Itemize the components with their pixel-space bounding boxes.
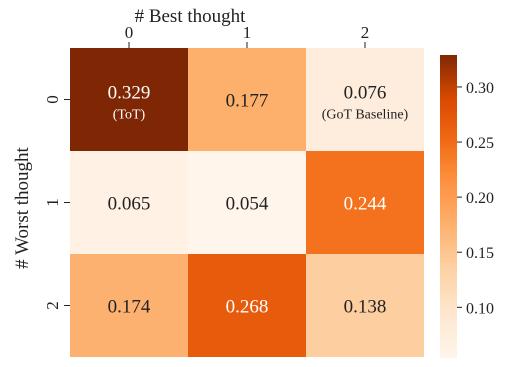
colorbar-gradient <box>440 55 457 358</box>
colorbar-tick-label-1: 0.15 <box>466 245 494 262</box>
x-tick-group: 0 1 2 <box>125 23 370 48</box>
y-tick-label-1: 1 <box>43 198 62 207</box>
colorbar-tick-label-2: 0.20 <box>466 190 494 207</box>
cell-value-2-2: 0.138 <box>344 297 387 318</box>
cell-value-0-0: 0.329 <box>108 83 151 104</box>
cell-annotation-0-2: (GoT Baseline) <box>322 108 409 123</box>
heatmap-cell-1-0 <box>70 151 188 254</box>
heatmap-cells: 0.329 (ToT) 0.177 0.076 (GoT Baseline) 0.065 0… <box>70 48 424 357</box>
colorbar-tick-label-4: 0.30 <box>466 80 494 97</box>
heatmap-cell-2-2 <box>306 254 424 357</box>
cell-value-2-0: 0.174 <box>108 297 151 318</box>
colorbar: 0.10 0.15 0.20 0.25 0.30 <box>440 55 494 358</box>
cell-value-2-1: 0.268 <box>226 297 269 318</box>
cell-value-1-2: 0.244 <box>344 194 387 215</box>
x-tick-label-1: 1 <box>243 23 252 42</box>
heatmap-cell-0-1 <box>188 48 306 151</box>
x-tick-label-2: 2 <box>361 23 370 42</box>
colorbar-tick-label-0: 0.10 <box>466 300 494 317</box>
colorbar-tick-label-3: 0.25 <box>466 135 494 152</box>
cell-annotation-0-0: (ToT) <box>113 108 146 123</box>
y-axis-label: # Worst thought <box>12 146 33 268</box>
heatmap-cell-1-2 <box>306 151 424 254</box>
heatmap-cell-2-0 <box>70 254 188 357</box>
heatmap-cell-0-0 <box>70 48 188 151</box>
cell-value-1-1: 0.054 <box>226 194 269 215</box>
heatmap-cell-1-1 <box>188 151 306 254</box>
y-tick-group: 0 1 2 <box>43 95 70 310</box>
cell-value-0-2: 0.076 <box>344 83 387 104</box>
y-tick-label-2: 2 <box>43 301 62 310</box>
x-tick-label-0: 0 <box>125 23 134 42</box>
x-axis-label: # Best thought <box>135 6 247 27</box>
y-tick-label-0: 0 <box>43 95 62 104</box>
cell-value-1-0: 0.065 <box>108 194 151 215</box>
heatmap-cell-2-1 <box>188 254 306 357</box>
cell-value-0-1: 0.177 <box>226 91 269 112</box>
heatmap-cell-0-2 <box>306 48 424 151</box>
